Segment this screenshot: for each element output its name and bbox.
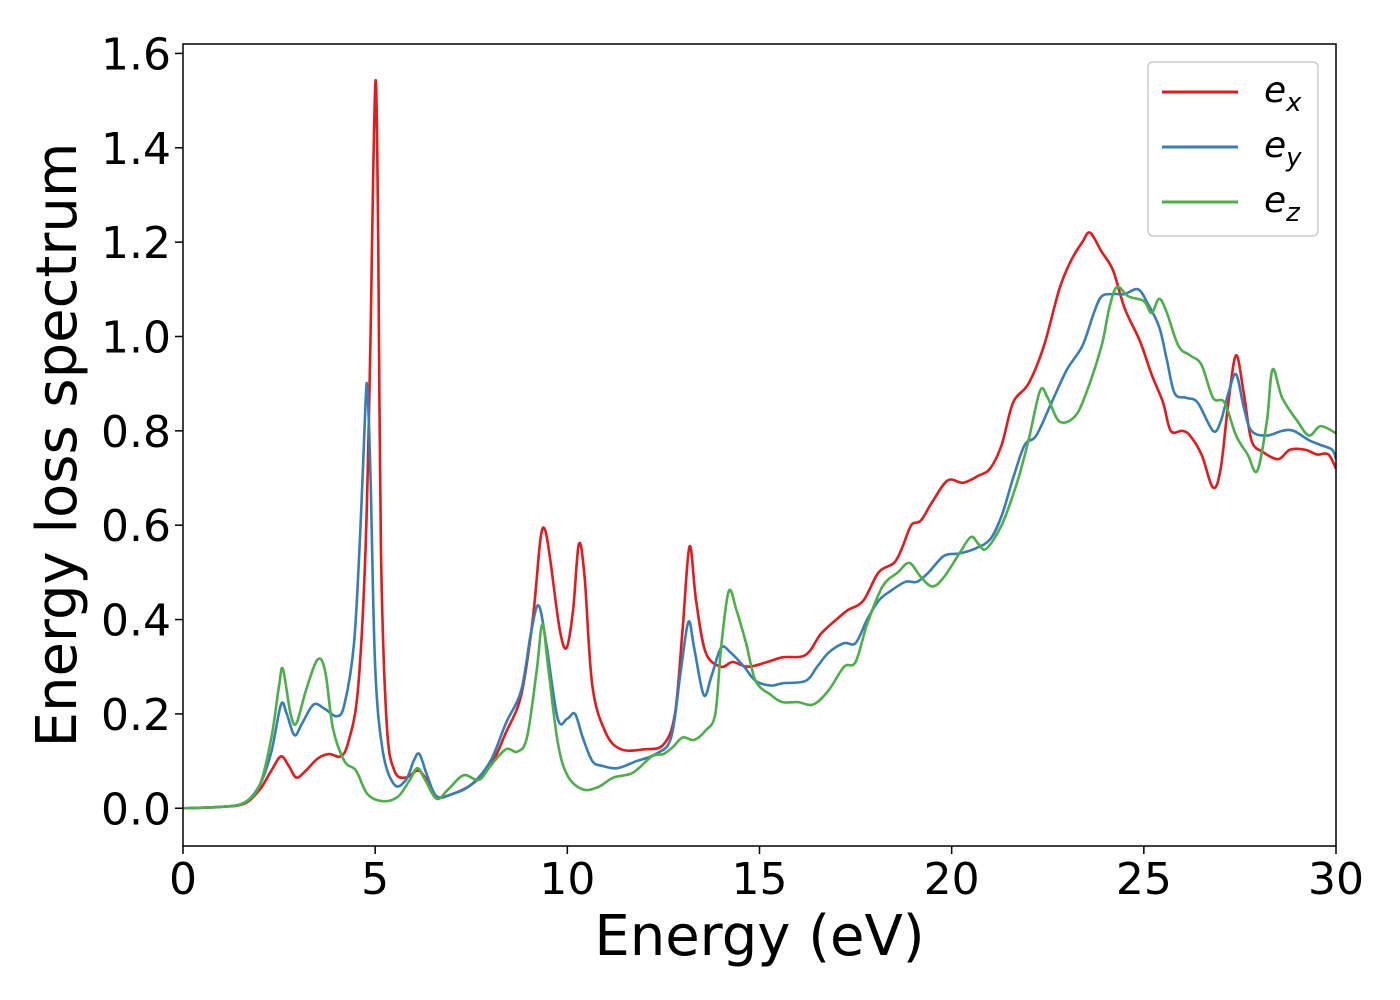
x-tick-label: 20 [924,854,980,905]
y-tick-label: 0.4 [101,596,171,647]
x-axis-title: Energy (eV) [594,904,924,969]
legend: ex ey ez [1147,61,1319,237]
legend-box [1147,61,1319,237]
y-tick-label: 1.6 [101,29,171,80]
y-axis-title: Energy loss spectrum [25,143,90,748]
legend-label-y: ey [1264,125,1302,173]
y-tick-label: 0.8 [101,407,171,458]
legend-label-x: ex [1264,70,1302,118]
y-tick-label: 1.0 [101,312,171,363]
x-tick-label: 0 [169,854,197,905]
legend-label-z: ez [1264,180,1301,228]
x-tick-label: 30 [1308,854,1364,905]
series-layer [183,78,1336,810]
series-line-y [183,287,1336,810]
series-line-z [183,285,1336,810]
x-tick-label: 25 [1116,854,1172,905]
y-tick-label: 1.4 [101,124,171,175]
y-tick-label: 1.2 [101,218,171,269]
y-axis: 0.0 0.2 0.4 0.6 0.8 1.0 1.2 1.4 1.6 [101,29,183,835]
y-tick-label: 0.6 [101,501,171,552]
x-tick-label: 5 [361,854,389,905]
y-tick-label: 0.2 [101,690,171,741]
series-line-x [183,78,1336,810]
x-tick-label: 10 [539,854,595,905]
y-tick-label: 0.0 [101,784,171,835]
x-axis: 0 5 10 15 20 25 30 [169,846,1364,905]
x-tick-label: 15 [732,854,788,905]
